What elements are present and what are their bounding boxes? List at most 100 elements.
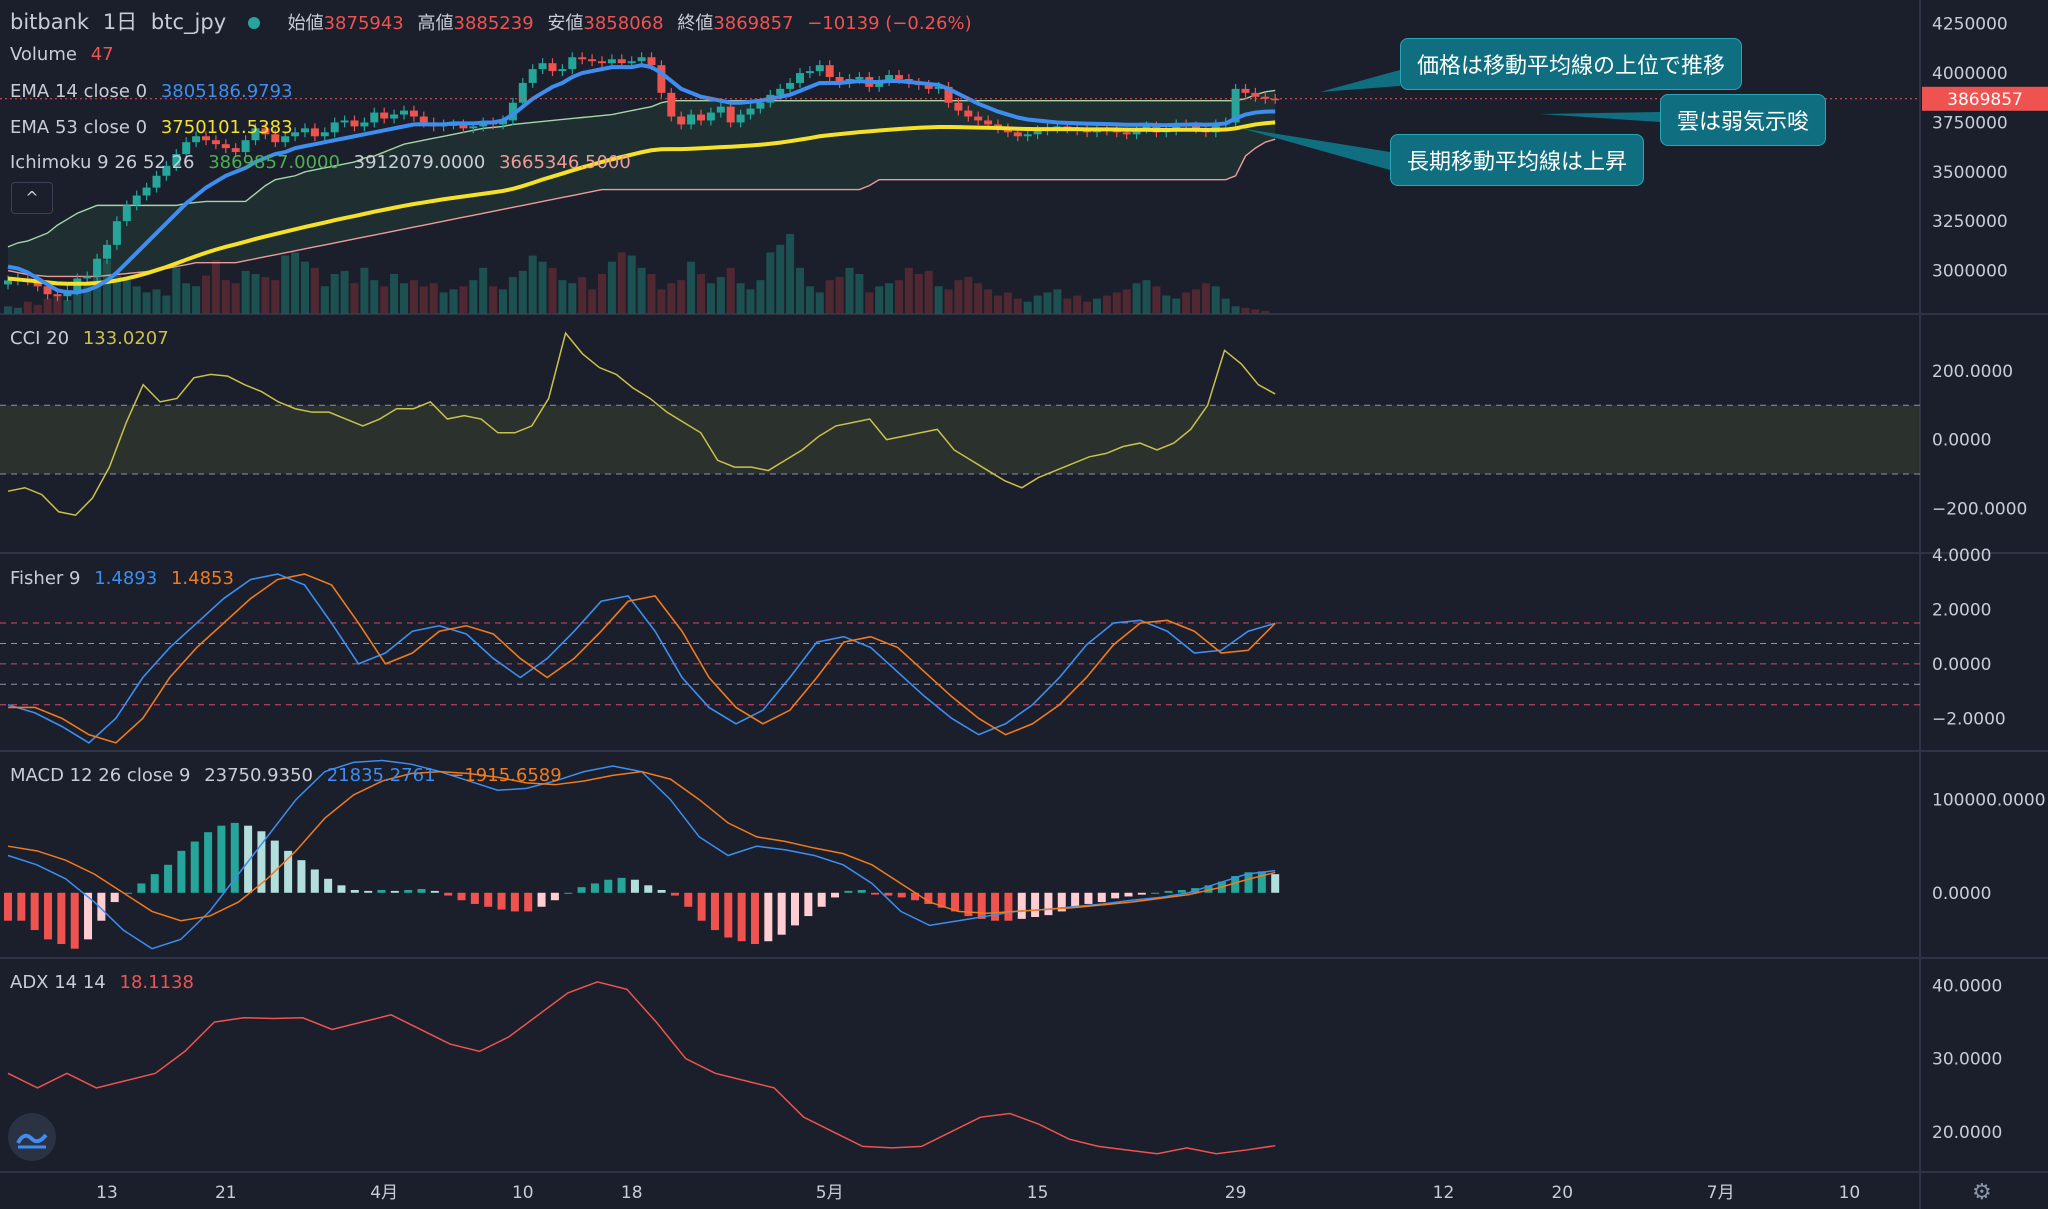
candle-down bbox=[1013, 132, 1022, 137]
volume-bar bbox=[667, 283, 676, 314]
macd-histogram-bar bbox=[871, 892, 880, 895]
volume-bar bbox=[637, 267, 646, 314]
volume-bar bbox=[1083, 301, 1092, 314]
annotation-price-above-ma[interactable]: 価格は移動平均線の上位で推移 bbox=[1400, 38, 1743, 90]
volume-bar bbox=[1152, 286, 1161, 314]
volume-bar bbox=[1251, 309, 1260, 314]
low-value: 3858068 bbox=[583, 13, 664, 34]
macd-histogram-bar bbox=[324, 878, 333, 893]
price-tick-label: 3500000 bbox=[1932, 163, 2008, 183]
macd-histogram-bar bbox=[57, 892, 66, 945]
time-tick-label: 10 bbox=[1839, 1183, 1861, 1203]
macd-histogram-bar bbox=[844, 890, 853, 893]
candle-down bbox=[459, 124, 468, 129]
macd-histogram-bar bbox=[764, 892, 773, 942]
ichimoku-value-3: 3665346.5000 bbox=[499, 152, 631, 173]
adx-legend[interactable]: ADX 14 14 18.1138 bbox=[10, 972, 202, 993]
time-tick-label: 15 bbox=[1027, 1183, 1049, 1203]
macd-histogram-bar bbox=[1151, 892, 1160, 894]
volume-bar bbox=[1043, 292, 1052, 314]
macd-histogram-bar bbox=[190, 841, 199, 893]
volume-bar bbox=[53, 295, 62, 314]
time-tick-label: 5月 bbox=[816, 1183, 844, 1203]
volume-bar bbox=[518, 270, 527, 314]
annotation-cloud-bearish[interactable]: 雲は弱気示唆 bbox=[1660, 94, 1827, 146]
macd-histogram-bar bbox=[84, 892, 93, 940]
macd-histogram-bar bbox=[257, 831, 266, 893]
candle-down bbox=[895, 75, 903, 79]
candle-up bbox=[934, 86, 943, 89]
candle-up bbox=[805, 71, 814, 74]
macd-histogram-bar bbox=[204, 832, 213, 893]
change-value: −10139 (−0.26%) bbox=[807, 13, 972, 34]
volume-value: 47 bbox=[90, 44, 114, 65]
macd-histogram-bar bbox=[550, 892, 559, 901]
volume-bar bbox=[33, 304, 42, 314]
candle-up bbox=[1023, 134, 1032, 137]
candle-up bbox=[122, 205, 131, 222]
candle-up bbox=[518, 82, 527, 103]
candle-down bbox=[1271, 98, 1280, 101]
candle-down bbox=[53, 294, 62, 297]
exchange-name[interactable]: bitbank bbox=[10, 10, 90, 34]
cci-legend[interactable]: CCI 20 133.0207 bbox=[10, 328, 177, 349]
candle-down bbox=[1122, 132, 1131, 135]
candle-up bbox=[112, 221, 121, 245]
price-tick-label: 4250000 bbox=[1932, 15, 2008, 35]
candle-up bbox=[83, 276, 92, 279]
macd-histogram-bar bbox=[857, 889, 866, 893]
macd-histogram-bar bbox=[177, 850, 186, 893]
candle-up bbox=[93, 258, 102, 277]
volume-bar bbox=[1172, 298, 1181, 314]
macd-legend[interactable]: MACD 12 26 close 9 23750.9350 21835.2761… bbox=[10, 765, 570, 786]
ema53-legend[interactable]: EMA 53 close 0 3750101.5383 bbox=[10, 117, 301, 138]
cci-label: CCI 20 bbox=[10, 328, 70, 349]
candle-up bbox=[152, 175, 161, 188]
macd-histogram-bar bbox=[444, 892, 453, 896]
volume-bar bbox=[83, 283, 92, 314]
volume-bar bbox=[439, 292, 448, 314]
volume-bar bbox=[1023, 301, 1032, 314]
candle-down bbox=[409, 110, 418, 117]
ema14-legend[interactable]: EMA 14 close 0 3805186.9793 bbox=[10, 81, 301, 102]
timeframe[interactable]: 1日 bbox=[102, 10, 138, 34]
volume-bar bbox=[449, 289, 458, 314]
volume-bar bbox=[1093, 298, 1101, 314]
collapse-legend-button[interactable]: ^ bbox=[11, 182, 53, 214]
high-label: 高値 bbox=[417, 13, 454, 34]
volume-bar bbox=[1201, 283, 1210, 314]
settings-gear-icon[interactable]: ⚙ bbox=[1972, 1180, 1992, 1205]
fisher-legend[interactable]: Fisher 9 1.4893 1.4853 bbox=[10, 568, 242, 589]
annotation-pointer bbox=[1240, 128, 1390, 170]
candle-up bbox=[508, 102, 517, 121]
fisher-tick-label: 0.0000 bbox=[1932, 655, 1991, 675]
candle-down bbox=[419, 116, 428, 123]
volume-bar bbox=[23, 301, 32, 314]
ichimoku-legend[interactable]: Ichimoku 9 26 52 26 3869857.0000 3912079… bbox=[10, 152, 639, 173]
time-tick-label: 10 bbox=[512, 1183, 534, 1203]
volume-bar bbox=[726, 267, 735, 314]
candle-down bbox=[202, 136, 210, 141]
macd-histogram-bar bbox=[1004, 892, 1013, 921]
volume-bar bbox=[132, 286, 141, 314]
candle-down bbox=[43, 286, 52, 295]
candle-up bbox=[885, 75, 894, 81]
volume-bar bbox=[1112, 292, 1121, 314]
ema53-value: 3750101.5383 bbox=[160, 117, 293, 138]
volume-bar bbox=[310, 267, 319, 314]
adx-tick-label: 20.0000 bbox=[1932, 1123, 2002, 1143]
symbol[interactable]: btc_jpy bbox=[150, 10, 227, 34]
macd-histogram-bar bbox=[777, 892, 786, 935]
macd-histogram-bar bbox=[1071, 892, 1080, 907]
tradingview-logo-icon[interactable] bbox=[8, 1113, 56, 1161]
candle-up bbox=[251, 128, 260, 141]
candle-up bbox=[360, 122, 369, 127]
volume-bar bbox=[885, 283, 894, 314]
cci-tick-label: 200.0000 bbox=[1932, 362, 2013, 382]
cci-tick-label: −200.0000 bbox=[1932, 499, 2027, 519]
annotation-long-ma-rising[interactable]: 長期移動平均線は上昇 bbox=[1390, 134, 1645, 186]
macd-histogram-bar bbox=[350, 889, 359, 893]
candle-down bbox=[974, 116, 983, 121]
volume-legend[interactable]: Volume 47 bbox=[10, 44, 122, 65]
